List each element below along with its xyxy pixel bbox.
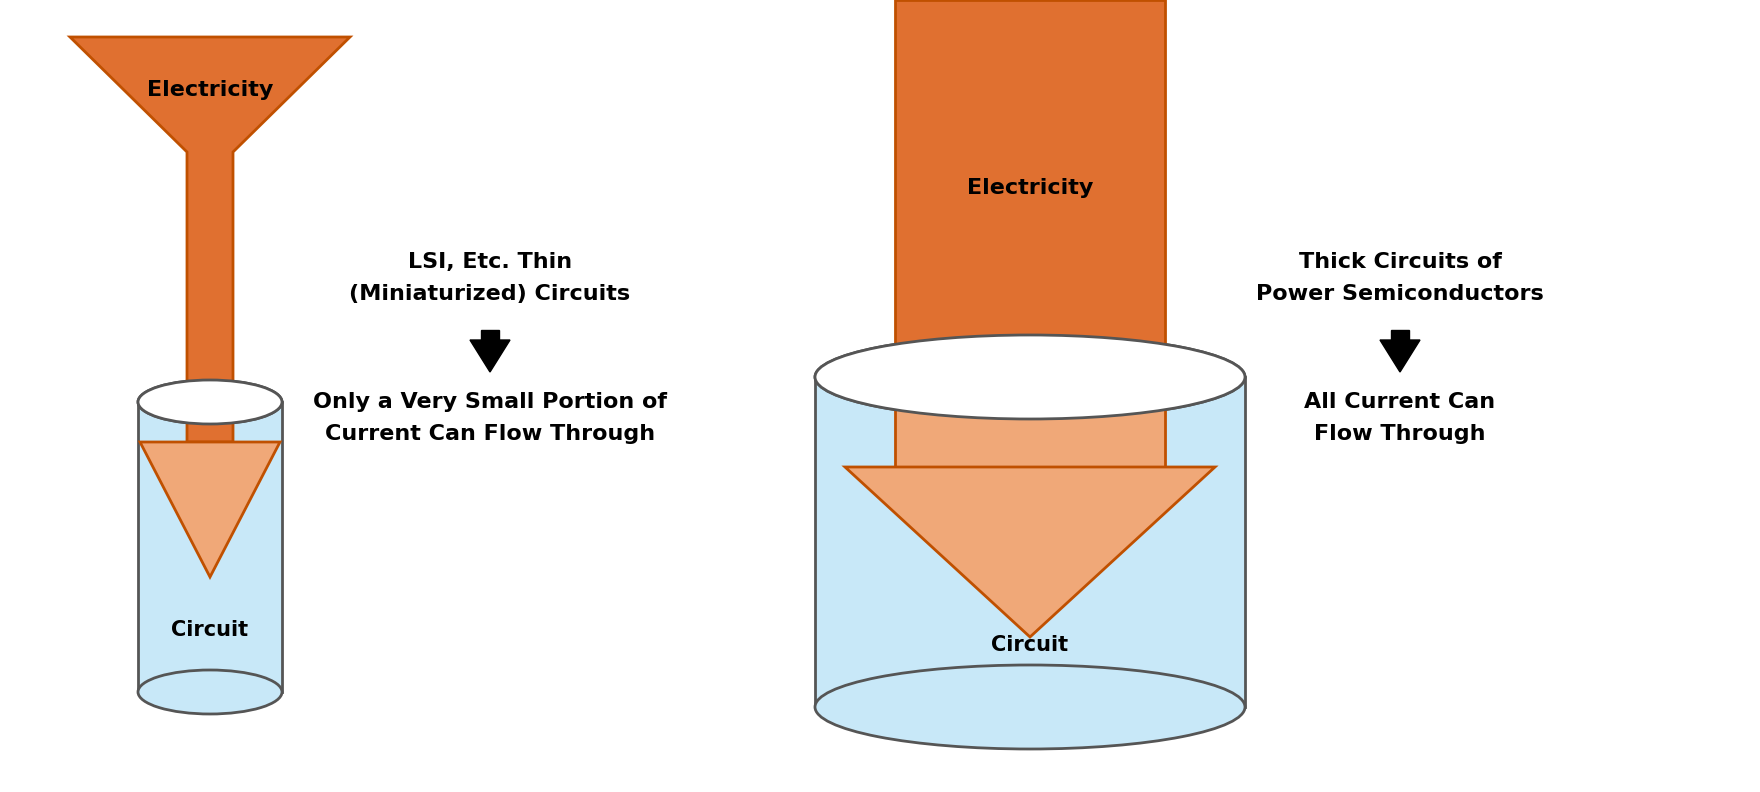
Text: Electricity: Electricity [966, 178, 1093, 199]
Text: Circuit: Circuit [991, 635, 1068, 655]
Ellipse shape [137, 380, 282, 424]
Ellipse shape [815, 335, 1244, 419]
Polygon shape [896, 0, 1165, 377]
Polygon shape [480, 330, 500, 340]
Polygon shape [141, 442, 280, 577]
Ellipse shape [815, 335, 1244, 419]
Text: Thick Circuits of: Thick Circuits of [1299, 252, 1501, 272]
Text: Power Semiconductors: Power Semiconductors [1257, 284, 1544, 304]
Polygon shape [137, 402, 282, 692]
Polygon shape [70, 37, 350, 442]
Text: Current Can Flow Through: Current Can Flow Through [326, 424, 655, 444]
Text: Circuit: Circuit [171, 620, 248, 640]
Text: Electricity: Electricity [146, 79, 273, 100]
Text: All Current Can: All Current Can [1304, 392, 1496, 412]
Text: LSI, Etc. Thin: LSI, Etc. Thin [408, 252, 572, 272]
Polygon shape [470, 340, 510, 372]
Ellipse shape [137, 380, 282, 424]
Ellipse shape [137, 670, 282, 714]
Polygon shape [896, 377, 1165, 467]
Polygon shape [1380, 340, 1420, 372]
Text: (Miniaturized) Circuits: (Miniaturized) Circuits [350, 284, 630, 304]
Text: Flow Through: Flow Through [1315, 424, 1485, 444]
Polygon shape [1390, 330, 1410, 340]
Polygon shape [815, 377, 1244, 707]
Text: Only a Very Small Portion of: Only a Very Small Portion of [313, 392, 667, 412]
Polygon shape [845, 467, 1214, 637]
Ellipse shape [815, 665, 1244, 749]
